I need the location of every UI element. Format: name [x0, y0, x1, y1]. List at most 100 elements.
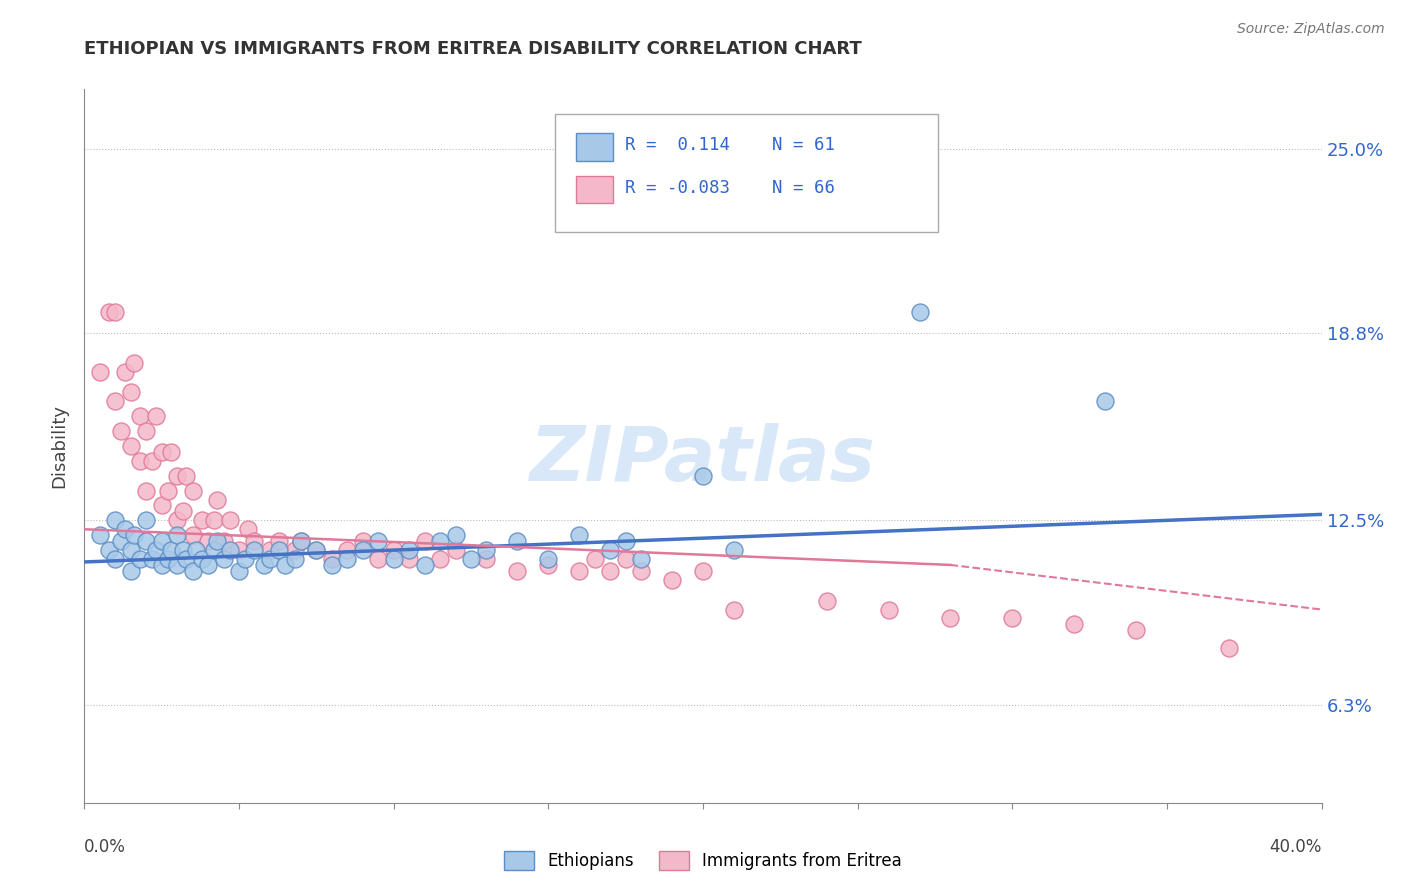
- Point: [129, 552, 152, 566]
- Point: [104, 513, 127, 527]
- Point: [1094, 394, 1116, 409]
- Point: [89, 365, 111, 379]
- Point: [228, 543, 250, 558]
- Point: [506, 564, 529, 578]
- Point: [166, 468, 188, 483]
- Point: [243, 543, 266, 558]
- Point: [114, 365, 136, 379]
- Point: [156, 552, 179, 566]
- Point: [269, 534, 291, 549]
- Point: [166, 528, 188, 542]
- Point: [475, 552, 498, 566]
- Point: [398, 552, 420, 566]
- Point: [877, 602, 900, 616]
- Point: [284, 543, 307, 558]
- Point: [135, 513, 157, 527]
- Text: 0.0%: 0.0%: [84, 838, 127, 856]
- Point: [429, 552, 451, 566]
- Point: [352, 534, 374, 549]
- Point: [321, 558, 343, 572]
- Point: [197, 558, 219, 572]
- Point: [191, 513, 214, 527]
- Text: ZIPatlas: ZIPatlas: [530, 424, 876, 497]
- Point: [1063, 617, 1085, 632]
- Point: [444, 543, 467, 558]
- Point: [191, 552, 214, 566]
- Text: 40.0%: 40.0%: [1270, 838, 1322, 856]
- Point: [568, 528, 591, 542]
- Point: [207, 492, 229, 507]
- Point: [429, 534, 451, 549]
- Point: [243, 534, 266, 549]
- Point: [444, 528, 467, 542]
- Text: Source: ZipAtlas.com: Source: ZipAtlas.com: [1237, 22, 1385, 37]
- Point: [367, 534, 389, 549]
- Point: [104, 305, 127, 319]
- Point: [1218, 641, 1240, 656]
- Point: [166, 558, 188, 572]
- Point: [599, 543, 621, 558]
- Point: [141, 454, 163, 468]
- Point: [274, 558, 297, 572]
- Point: [228, 564, 250, 578]
- Point: [122, 528, 145, 542]
- Bar: [575, 134, 613, 161]
- Point: [181, 564, 204, 578]
- Point: [176, 552, 198, 566]
- Point: [599, 564, 621, 578]
- Point: [122, 356, 145, 370]
- Point: [89, 528, 111, 542]
- Point: [506, 534, 529, 549]
- Point: [212, 534, 235, 549]
- Point: [129, 454, 152, 468]
- Point: [202, 513, 225, 527]
- Point: [197, 534, 219, 549]
- Point: [413, 558, 436, 572]
- Text: R =  0.114    N = 61: R = 0.114 N = 61: [626, 136, 835, 153]
- Point: [908, 305, 931, 319]
- Point: [212, 552, 235, 566]
- Point: [181, 483, 204, 498]
- Point: [305, 543, 328, 558]
- Point: [614, 552, 637, 566]
- Point: [284, 552, 307, 566]
- Point: [290, 534, 312, 549]
- Point: [259, 543, 281, 558]
- Point: [176, 468, 198, 483]
- Point: [98, 305, 121, 319]
- Point: [184, 543, 207, 558]
- Point: [114, 522, 136, 536]
- Point: [218, 513, 240, 527]
- Point: [172, 543, 194, 558]
- Point: [321, 552, 343, 566]
- Point: [367, 552, 389, 566]
- Point: [815, 593, 838, 607]
- Point: [166, 513, 188, 527]
- Point: [150, 499, 173, 513]
- Point: [583, 552, 606, 566]
- Legend: Ethiopians, Immigrants from Eritrea: Ethiopians, Immigrants from Eritrea: [498, 844, 908, 877]
- Point: [630, 564, 652, 578]
- Point: [207, 534, 229, 549]
- Point: [537, 552, 560, 566]
- Point: [692, 468, 714, 483]
- Point: [352, 543, 374, 558]
- Text: R = -0.083    N = 66: R = -0.083 N = 66: [626, 178, 835, 196]
- Point: [475, 543, 498, 558]
- Point: [537, 558, 560, 572]
- Point: [413, 534, 436, 549]
- Point: [1125, 624, 1147, 638]
- Point: [305, 543, 328, 558]
- Point: [218, 543, 240, 558]
- Point: [630, 552, 652, 566]
- Point: [290, 534, 312, 549]
- Point: [568, 564, 591, 578]
- Point: [110, 424, 132, 438]
- Point: [150, 445, 173, 459]
- Point: [238, 522, 260, 536]
- Point: [135, 534, 157, 549]
- Point: [120, 543, 142, 558]
- Point: [104, 394, 127, 409]
- Point: [382, 552, 405, 566]
- Point: [145, 409, 167, 424]
